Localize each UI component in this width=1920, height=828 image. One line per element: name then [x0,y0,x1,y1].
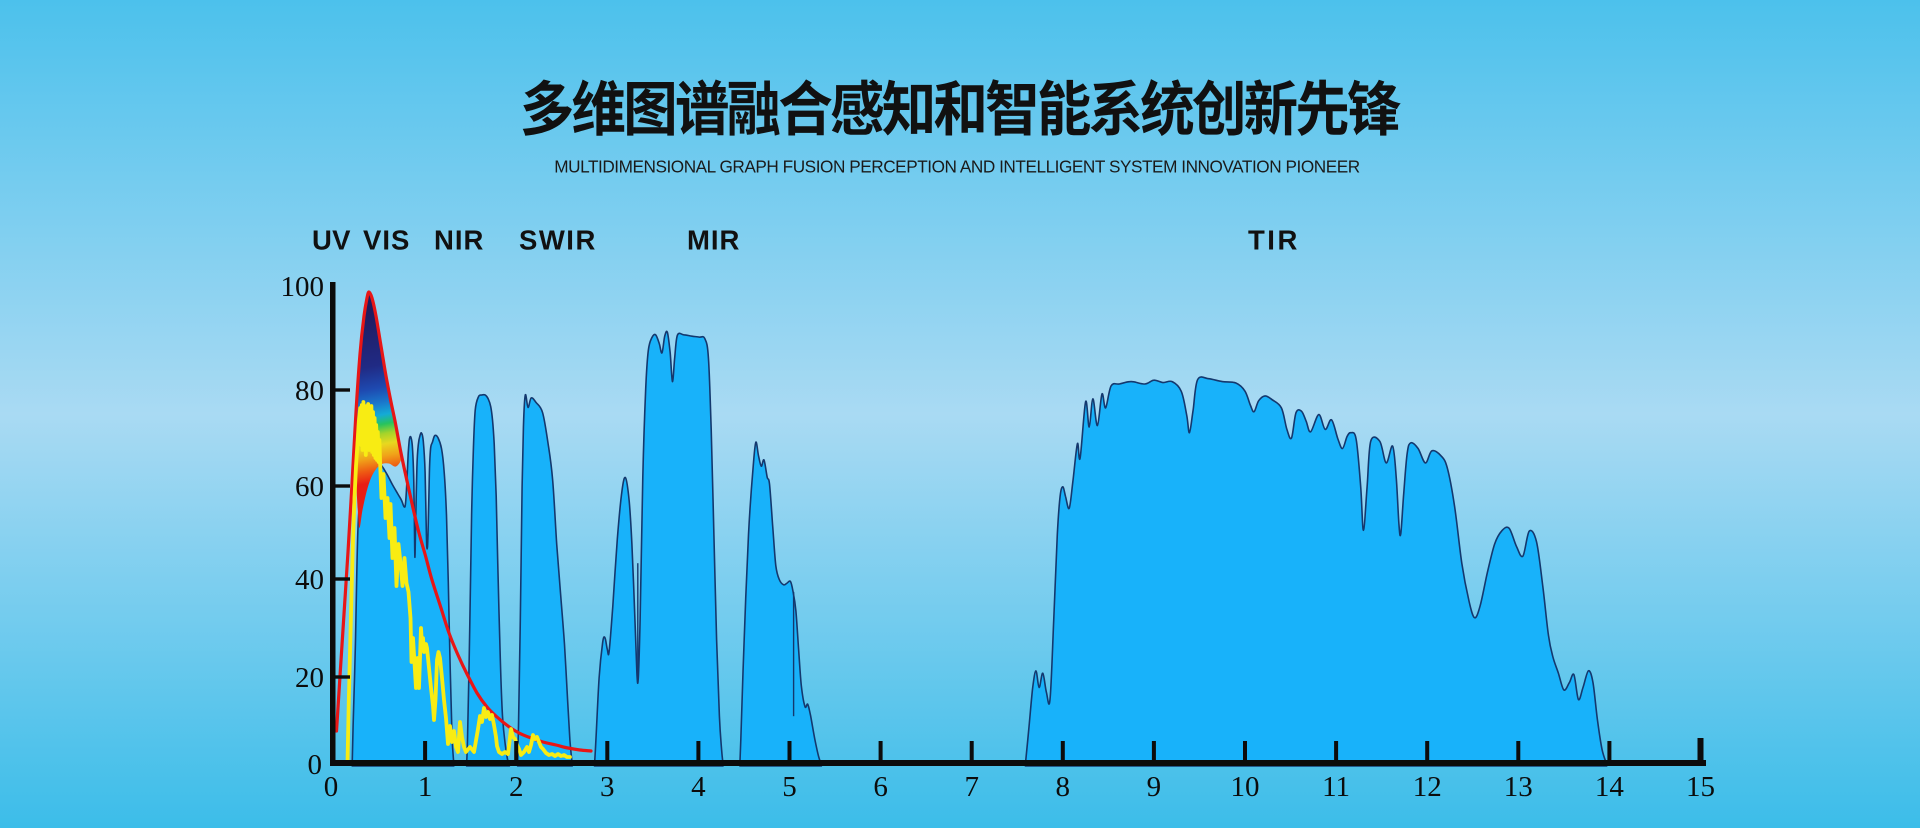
svg-text:TIR: TIR [1248,225,1300,256]
svg-text:60: 60 [295,471,324,503]
svg-text:MIR: MIR [687,225,740,256]
svg-text:13: 13 [1504,771,1533,803]
svg-text:0: 0 [324,771,339,803]
svg-text:2: 2 [509,771,524,803]
svg-text:4: 4 [691,771,706,803]
svg-text:20: 20 [295,662,324,694]
svg-text:14: 14 [1595,771,1625,803]
svg-text:7: 7 [964,771,979,803]
svg-text:3: 3 [600,771,615,803]
svg-text:12: 12 [1413,771,1442,803]
svg-text:80: 80 [295,375,324,407]
svg-text:10: 10 [1231,771,1260,803]
svg-text:UV: UV [312,225,351,256]
svg-text:9: 9 [1147,771,1162,803]
svg-text:11: 11 [1322,771,1350,803]
svg-text:5: 5 [782,771,797,803]
svg-text:100: 100 [281,271,325,303]
svg-text:NIR: NIR [434,225,484,256]
svg-text:6: 6 [873,771,888,803]
svg-text:8: 8 [1056,771,1071,803]
svg-text:SWIR: SWIR [519,225,597,256]
svg-text:VIS: VIS [363,225,410,256]
svg-text:1: 1 [418,771,433,803]
svg-text:15: 15 [1686,771,1715,803]
svg-text:40: 40 [295,564,324,596]
svg-text:0: 0 [308,749,323,781]
svg-text:MULTIDIMENSIONAL GRAPH FUSION: MULTIDIMENSIONAL GRAPH FUSION PERCEPTION… [554,157,1359,177]
